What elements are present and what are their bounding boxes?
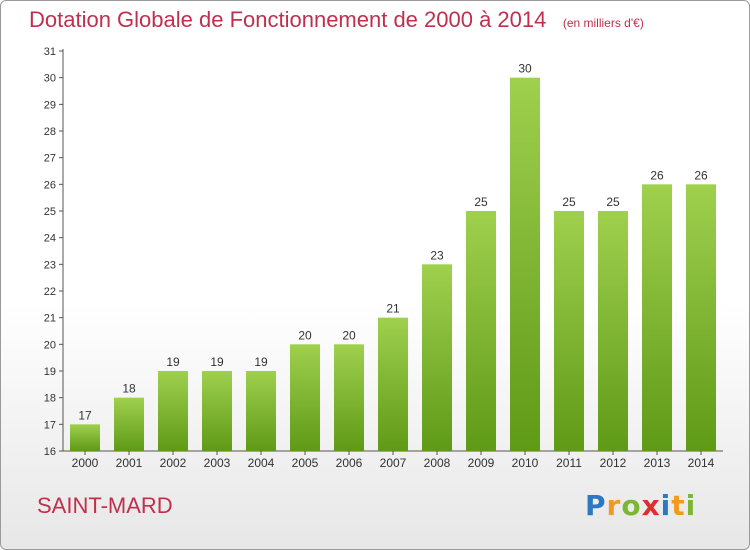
bar (114, 397, 144, 451)
chart-title-text: Dotation Globale de Fonctionnement de 20… (29, 7, 547, 32)
bar-value-label: 21 (386, 302, 400, 316)
bar-value-label: 20 (298, 328, 312, 342)
y-tick-label: 22 (44, 286, 56, 298)
bar-value-label: 17 (78, 408, 92, 422)
bar-value-label: 25 (474, 195, 488, 209)
x-tick-label: 2000 (72, 456, 99, 470)
y-tick-label: 25 (44, 206, 56, 218)
bar (554, 211, 584, 451)
logo-letter: r (606, 489, 622, 522)
x-tick-label: 2008 (424, 456, 451, 470)
logo-letter: P (585, 489, 607, 522)
y-tick-label: 23 (44, 259, 56, 271)
bar-value-label: 30 (518, 62, 532, 76)
logo-letter: o (621, 489, 642, 522)
y-tick-label: 30 (44, 73, 56, 85)
bar-value-label: 20 (342, 328, 356, 342)
x-tick-label: 2011 (556, 456, 582, 470)
x-tick-label: 2013 (644, 456, 671, 470)
logo-letter: i (660, 489, 672, 522)
bar (334, 344, 364, 451)
bar (246, 371, 276, 451)
y-tick-label: 27 (44, 153, 56, 165)
x-tick-label: 2004 (248, 456, 275, 470)
bar (290, 344, 320, 451)
y-tick-label: 20 (44, 339, 56, 351)
city-name: SAINT-MARD (37, 493, 173, 518)
logo-letter: i (685, 489, 697, 522)
bar-value-label: 26 (650, 168, 664, 182)
bar-value-label: 26 (694, 168, 708, 182)
chart-title: Dotation Globale de Fonctionnement de 20… (29, 7, 644, 33)
bar (202, 371, 232, 451)
y-tick-label: 18 (44, 393, 56, 405)
bar-value-label: 19 (166, 355, 180, 369)
x-tick-label: 2009 (468, 456, 495, 470)
x-tick-label: 2010 (512, 456, 539, 470)
x-tick-label: 2007 (380, 456, 407, 470)
bar (70, 424, 100, 451)
bar (422, 264, 452, 451)
bar (510, 77, 540, 452)
x-tick-label: 2001 (116, 456, 143, 470)
bar-value-label: 25 (606, 195, 620, 209)
x-tick-label: 2014 (688, 456, 715, 470)
x-tick-label: 2012 (600, 456, 627, 470)
y-tick-label: 24 (44, 233, 56, 245)
bar-value-label: 19 (210, 355, 224, 369)
proxiti-logo: Proxiti (585, 489, 696, 522)
x-tick-label: 2005 (292, 456, 319, 470)
logo-letter: x (641, 489, 661, 522)
bar-value-label: 19 (254, 355, 268, 369)
bar (598, 211, 628, 451)
y-tick-label: 21 (44, 313, 56, 325)
y-tick-label: 16 (44, 446, 56, 458)
x-tick-label: 2006 (336, 456, 363, 470)
y-tick-label: 17 (44, 419, 56, 431)
chart-subtitle: (en milliers d'€) (562, 16, 644, 30)
y-tick-label: 31 (44, 46, 56, 58)
bar (378, 317, 408, 451)
y-tick-label: 26 (44, 179, 56, 191)
bar (642, 184, 672, 452)
x-tick-label: 2002 (160, 456, 187, 470)
logo-letter: t (671, 489, 686, 522)
bar-value-label: 18 (122, 382, 136, 396)
bar-value-label: 23 (430, 248, 444, 262)
y-tick-label: 28 (44, 126, 56, 138)
bar-value-label: 25 (562, 195, 576, 209)
bar (686, 184, 716, 452)
y-tick-label: 29 (44, 99, 56, 111)
x-tick-label: 2003 (204, 456, 231, 470)
bar (158, 371, 188, 451)
bar (466, 211, 496, 451)
y-tick-label: 19 (44, 366, 56, 378)
